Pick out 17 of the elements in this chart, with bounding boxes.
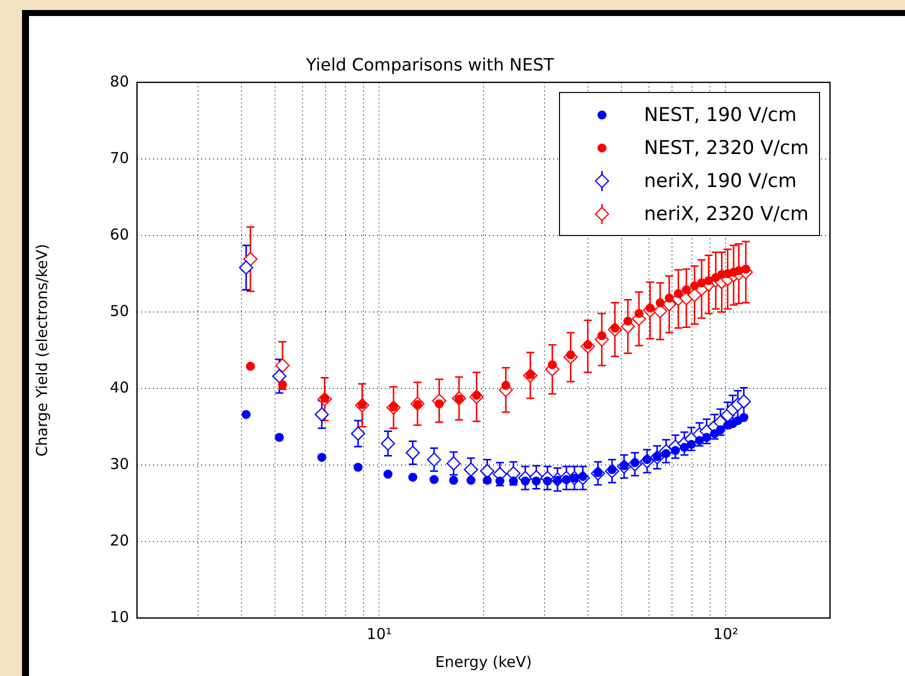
y-tick-label: 80 bbox=[110, 72, 129, 90]
x-tick-label: 10² bbox=[713, 624, 738, 643]
x-axis-title: Energy (keV) bbox=[435, 652, 532, 671]
y-axis-title: Charge Yield (electrons/keV) bbox=[32, 244, 51, 456]
legend-label: neriX, 190 V/cm bbox=[644, 170, 797, 192]
y-tick-label: 40 bbox=[110, 378, 129, 396]
y-tick-label: 10 bbox=[110, 608, 129, 626]
y-tick-label: 20 bbox=[110, 531, 129, 550]
legend-label: neriX, 2320 V/cm bbox=[644, 202, 809, 225]
chart-title: Yield Comparisons with NEST bbox=[304, 56, 555, 76]
y-tick-label: 30 bbox=[110, 454, 129, 473]
y-tick-label: 60 bbox=[110, 225, 129, 244]
y-tick-label: 70 bbox=[110, 148, 129, 167]
legend-label: NEST, 190 V/cm bbox=[644, 104, 797, 126]
legend-label: NEST, 2320 V/cm bbox=[644, 136, 809, 159]
y-tick-label: 50 bbox=[110, 302, 129, 320]
x-tick-label: 10¹ bbox=[366, 624, 392, 643]
